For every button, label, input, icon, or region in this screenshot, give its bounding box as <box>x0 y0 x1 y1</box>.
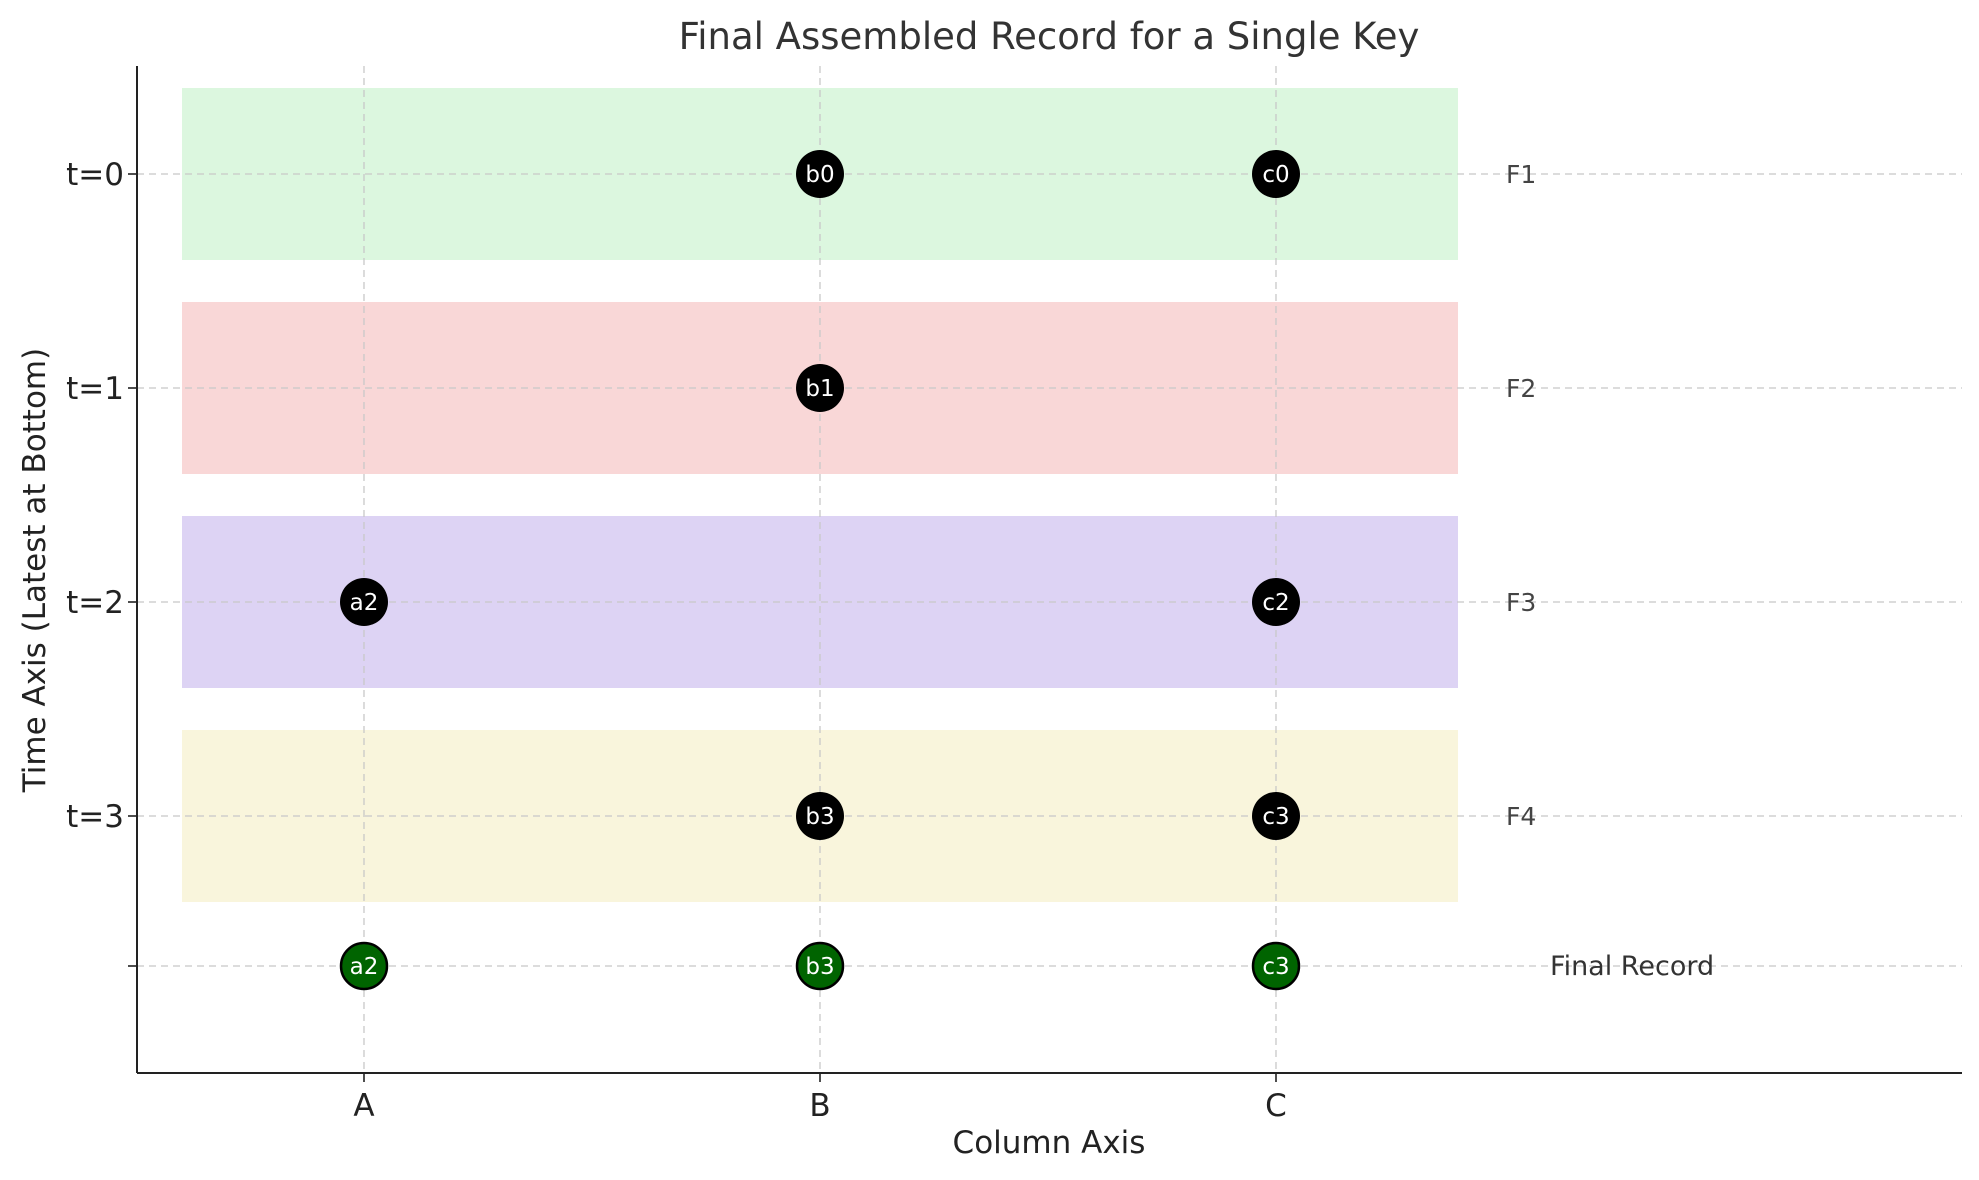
point-a2 <box>340 578 388 626</box>
x-tick-label: A <box>353 1088 374 1124</box>
x-axis-label: Column Axis <box>953 1125 1146 1161</box>
row-label-f2: F2 <box>1506 374 1536 403</box>
point-label-c3: c3 <box>1262 804 1289 830</box>
y-tick-label: t=1 <box>66 371 124 407</box>
y-tick-label: t=0 <box>66 157 124 193</box>
point-label-b3: b3 <box>805 804 834 830</box>
point-label-b0: b0 <box>805 162 834 188</box>
point-label-c2: c2 <box>1262 590 1289 616</box>
point-c3 <box>1252 792 1300 840</box>
y-tick-label: t=2 <box>66 585 124 621</box>
point-c0 <box>1252 150 1300 198</box>
final-point-label-a2: a2 <box>350 954 379 980</box>
chart-title: Final Assembled Record for a Single Key <box>679 15 1420 58</box>
final-point-label-b3: b3 <box>805 954 834 980</box>
point-b0 <box>796 150 844 198</box>
final-point-a2 <box>339 941 389 991</box>
row-label-f1: F1 <box>1506 160 1536 189</box>
point-b3 <box>796 792 844 840</box>
point-label-b1: b1 <box>805 376 834 402</box>
y-tick-label: t=3 <box>66 799 124 835</box>
point-label-c0: c0 <box>1262 162 1289 188</box>
y-axis-label: Time Axis (Latest at Bottom) <box>17 348 53 793</box>
x-tick-label: B <box>809 1088 830 1124</box>
final-point-c3 <box>1251 941 1301 991</box>
point-label-a2: a2 <box>350 590 379 616</box>
final-point-b3 <box>795 941 845 991</box>
row-label-f3: F3 <box>1506 588 1536 617</box>
x-tick-label: C <box>1265 1088 1287 1124</box>
row-label-f4: F4 <box>1506 802 1536 831</box>
point-b1 <box>796 364 844 412</box>
final-point-label-c3: c3 <box>1262 954 1289 980</box>
final-record-label: Final Record <box>1550 951 1714 982</box>
point-c2 <box>1252 578 1300 626</box>
